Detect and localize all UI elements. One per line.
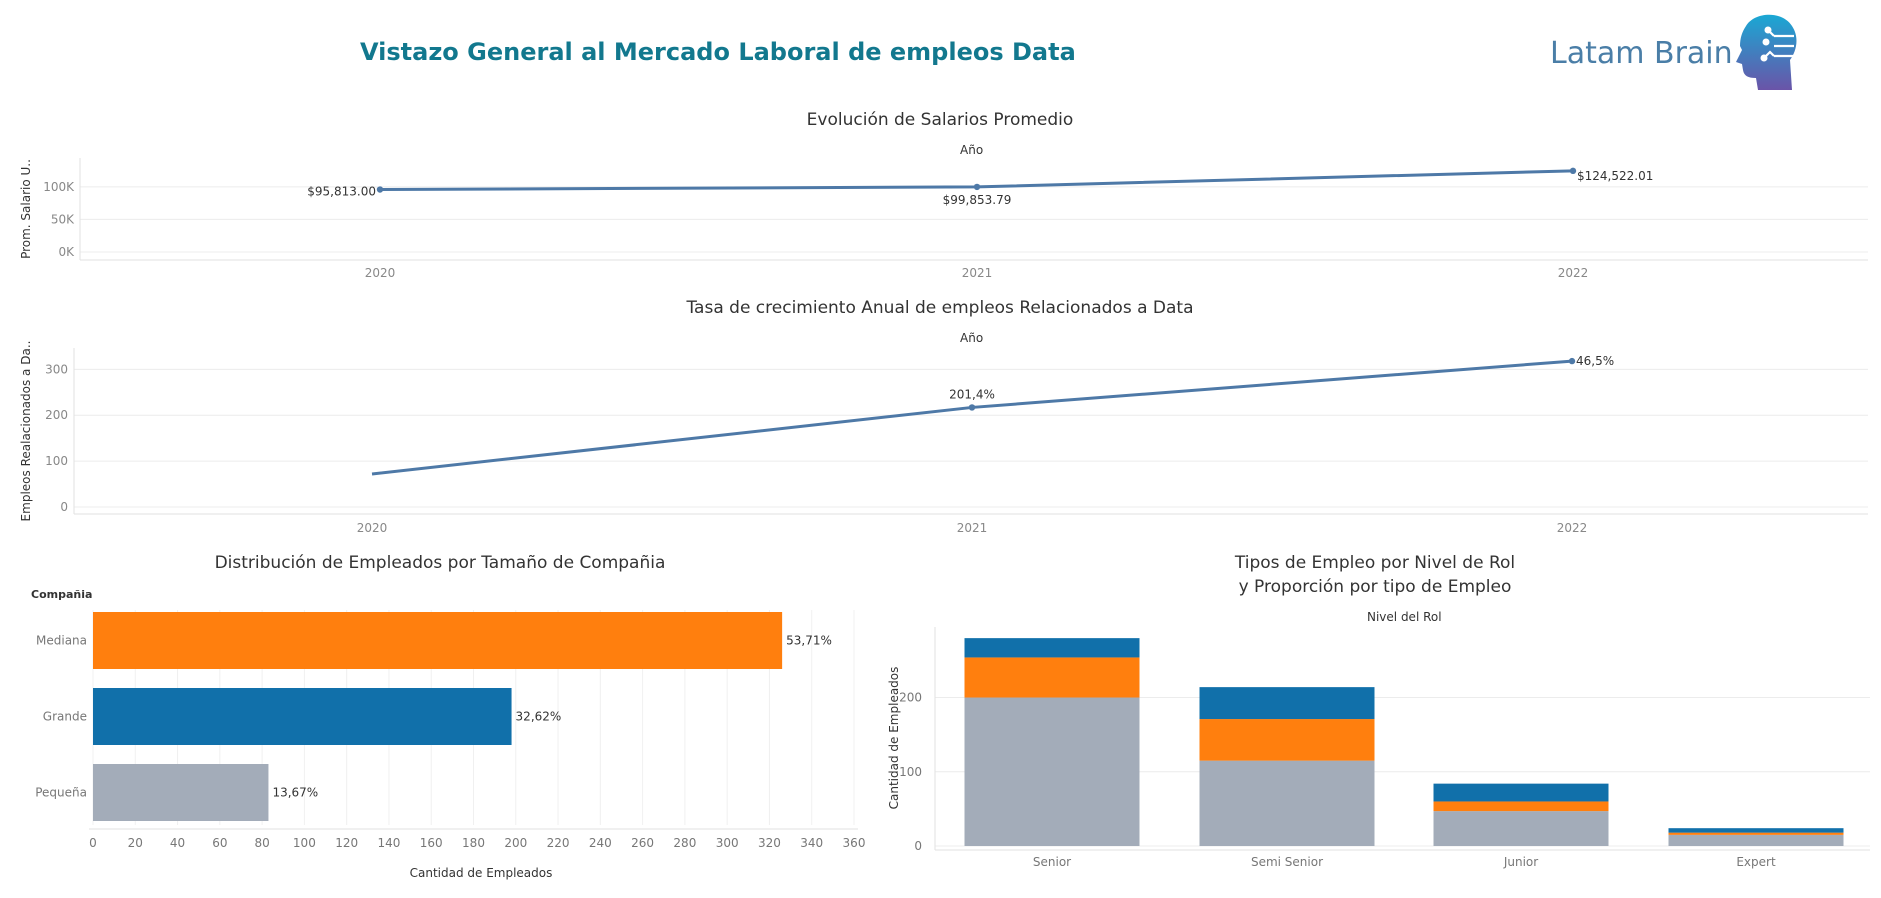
bar-segment bbox=[1668, 834, 1844, 846]
role-chart-title-line2: y Proporción por tipo de Empleo bbox=[1238, 577, 1512, 597]
x-tick-label: 40 bbox=[170, 836, 185, 850]
x-axis-title: Cantidad de Empleados bbox=[410, 866, 553, 880]
x-tick-label: 20 bbox=[128, 836, 143, 850]
x-tick-label: 2020 bbox=[365, 266, 396, 280]
x-tick-label: 2021 bbox=[957, 521, 988, 535]
bar-segment bbox=[1199, 687, 1375, 720]
x-tick-label: 360 bbox=[843, 836, 866, 850]
x-tick-label: 0 bbox=[89, 836, 97, 850]
x-tick-label: 160 bbox=[420, 836, 443, 850]
role-stacked-bar-chart: 0 100 200 Senior Semi Senior Junior Expert Cant… bbox=[887, 627, 1870, 869]
y-axis-title: Empleos Realacionados a Da.. bbox=[19, 341, 33, 522]
x-tick-label: 260 bbox=[631, 836, 654, 850]
x-tick-label: 120 bbox=[335, 836, 358, 850]
page-title: Vistazo General al Mercado Laboral de em… bbox=[360, 38, 1076, 66]
bar-segment bbox=[1433, 783, 1609, 802]
data-point bbox=[1568, 357, 1576, 365]
salary-chart-subtitle: Año bbox=[960, 143, 984, 157]
x-tick-label: 180 bbox=[462, 836, 485, 850]
head-circuit-icon bbox=[1720, 12, 1800, 98]
brand-name: Latam Brain bbox=[1550, 36, 1733, 71]
bar bbox=[93, 688, 512, 745]
data-label: $124,522.01 bbox=[1577, 169, 1653, 183]
data-label: 53,71% bbox=[786, 634, 832, 648]
y-tick-label: 0 bbox=[914, 839, 922, 853]
growth-chart-subtitle: Año bbox=[960, 331, 984, 345]
y-tick-label: 200 bbox=[899, 691, 922, 705]
bar bbox=[93, 612, 783, 669]
x-tick-label: 240 bbox=[589, 836, 612, 850]
x-tick-label: 300 bbox=[716, 836, 739, 850]
growth-line-chart: 0 100 200 300 2020 2021 2022 201,4% 46,5% Empleos… bbox=[19, 341, 1868, 535]
data-label: $99,853.79 bbox=[943, 193, 1012, 207]
bar-segment bbox=[1199, 760, 1375, 846]
y-tick-label: 300 bbox=[45, 362, 68, 376]
x-tick-label: 2020 bbox=[357, 521, 388, 535]
y-tick-label: 0 bbox=[60, 500, 68, 514]
y-tick-label: 100 bbox=[899, 765, 922, 779]
category-header: Compañia bbox=[31, 588, 92, 601]
x-tick-label: 2022 bbox=[1557, 521, 1588, 535]
data-label: 13,67% bbox=[272, 786, 318, 800]
salary-chart-title: Evolución de Salarios Promedio bbox=[806, 110, 1074, 130]
series-line bbox=[371, 359, 1573, 476]
x-tick-label: 220 bbox=[547, 836, 570, 850]
x-tick-label: 280 bbox=[673, 836, 696, 850]
bar-segment bbox=[1199, 719, 1375, 761]
data-label: 32,62% bbox=[516, 710, 562, 724]
x-tick-label: 200 bbox=[504, 836, 527, 850]
x-tick-label: 340 bbox=[800, 836, 823, 850]
x-tick-label: 2022 bbox=[1558, 266, 1589, 280]
y-tick-label: 200 bbox=[45, 408, 68, 422]
bar-segment bbox=[1433, 801, 1609, 812]
company-bar-chart: 0 20 40 60 80 100 120 140 160 180 200 220 240 260 280 3… bbox=[31, 588, 866, 880]
x-tick-label: Senior bbox=[1033, 855, 1071, 869]
data-point bbox=[376, 186, 384, 193]
growth-chart-title: Tasa de crecimiento Anual de empleos Rel… bbox=[686, 298, 1194, 318]
bar-segment bbox=[1668, 832, 1844, 835]
category-label: Grande bbox=[43, 710, 87, 724]
data-point bbox=[1569, 167, 1577, 175]
role-chart-title-line1: Tipos de Empleo por Nivel de Rol bbox=[1234, 553, 1516, 573]
x-tick-label: Junior bbox=[1503, 855, 1538, 869]
x-tick-label: 100 bbox=[293, 836, 316, 850]
role-chart-subtitle: Nivel del Rol bbox=[1367, 610, 1442, 624]
y-axis-title: Cantidad de Empleados bbox=[887, 667, 901, 810]
x-tick-label: 80 bbox=[254, 836, 269, 850]
x-tick-label: Expert bbox=[1736, 855, 1776, 869]
data-point bbox=[968, 404, 976, 411]
category-label: Mediana bbox=[36, 634, 87, 648]
bar-segment bbox=[964, 697, 1140, 846]
data-label: 46,5% bbox=[1576, 354, 1614, 368]
data-label: $95,813.00 bbox=[307, 185, 376, 199]
y-tick-label: 0K bbox=[58, 245, 75, 259]
data-point bbox=[973, 183, 981, 191]
x-tick-label: 2021 bbox=[962, 266, 993, 280]
x-tick-label: 140 bbox=[377, 836, 400, 850]
y-tick-label: 100K bbox=[43, 180, 75, 194]
x-tick-label: 320 bbox=[758, 836, 781, 850]
bar-segment bbox=[1668, 828, 1844, 833]
salary-line-chart: 0K 50K 100K 2020 2021 2022 $95,813.00 $99,853.7… bbox=[19, 158, 1868, 280]
bar-segment bbox=[964, 657, 1140, 698]
x-tick-label: 60 bbox=[212, 836, 227, 850]
x-tick-label: Semi Senior bbox=[1251, 855, 1323, 869]
bar bbox=[93, 764, 269, 821]
y-tick-label: 100 bbox=[45, 454, 68, 468]
data-label: 201,4% bbox=[949, 387, 995, 401]
company-chart-title: Distribución de Empleados por Tamaño de … bbox=[214, 553, 666, 573]
y-axis-title: Prom. Salario U.. bbox=[19, 159, 33, 259]
y-tick-label: 50K bbox=[51, 212, 75, 226]
category-label: Pequeña bbox=[35, 786, 87, 800]
bar-segment bbox=[964, 638, 1140, 658]
bar-segment bbox=[1433, 811, 1609, 846]
